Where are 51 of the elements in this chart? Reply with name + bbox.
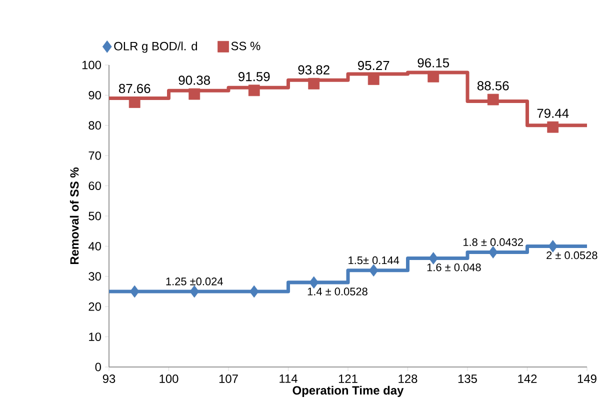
y-tick-label: 90 bbox=[88, 90, 102, 100]
data-label: 88.56 bbox=[477, 81, 509, 90]
data-label: 91.59 bbox=[238, 72, 270, 82]
point bbox=[428, 252, 438, 264]
x-axis-title: Operation Time day bbox=[292, 386, 404, 397]
y-tick-label: 100 bbox=[82, 60, 102, 70]
legend-label: SS % bbox=[231, 42, 260, 50]
y-tick-label: 30 bbox=[88, 272, 102, 281]
point bbox=[368, 264, 378, 277]
y-tick-label: 60 bbox=[88, 182, 102, 190]
point bbox=[428, 70, 440, 82]
data-label: 95.27 bbox=[358, 60, 390, 70]
y-tick-label: 0 bbox=[95, 362, 102, 372]
data-label: 1.25 ±0.024 bbox=[166, 278, 223, 286]
point bbox=[488, 246, 498, 258]
x-tick-label: 100 bbox=[160, 374, 178, 383]
data-label: 1.5± 0.144 bbox=[348, 256, 400, 264]
y-tick-label: 80 bbox=[88, 121, 102, 130]
y-tick-label: 70 bbox=[88, 151, 102, 160]
point bbox=[130, 285, 140, 298]
data-label: 93.82 bbox=[298, 65, 330, 74]
data-label: 87.66 bbox=[118, 84, 150, 94]
x-tick-label: 114 bbox=[280, 374, 298, 383]
data-label: 79.44 bbox=[537, 108, 569, 118]
point bbox=[547, 121, 559, 133]
point bbox=[249, 285, 259, 298]
data-label: 2 ± 0.0528 bbox=[546, 251, 598, 260]
data-label: 90.38 bbox=[178, 76, 210, 85]
point bbox=[308, 78, 320, 90]
x-tick-label: 128 bbox=[398, 374, 418, 383]
x-tick-label: 142 bbox=[518, 374, 537, 383]
point bbox=[190, 285, 200, 298]
y-tick-label: 10 bbox=[89, 332, 102, 342]
x-tick-label: 121 bbox=[338, 374, 358, 383]
y-axis-title: Removal of SS % bbox=[70, 167, 79, 264]
point bbox=[548, 240, 558, 252]
y-tick-label: 40 bbox=[88, 242, 102, 250]
point bbox=[188, 88, 200, 100]
x-tick-label: 93 bbox=[102, 374, 116, 383]
x-tick-label: 135 bbox=[458, 374, 477, 383]
data-label: 96.15 bbox=[418, 58, 450, 68]
x-tick-label: 107 bbox=[219, 374, 238, 383]
point bbox=[487, 94, 499, 106]
x-tick-label: 149 bbox=[578, 374, 596, 383]
data-label: 1.6 ± 0.048 bbox=[427, 263, 481, 272]
point bbox=[248, 84, 260, 96]
y-tick-label: 50 bbox=[88, 212, 102, 220]
data-label: 1.4 ± 0.0528 bbox=[308, 288, 368, 296]
legend-label: OLR g BOD/l. d bbox=[114, 42, 197, 53]
data-label: 1.8 ± 0.0432 bbox=[464, 238, 523, 246]
y-tick-label: 20 bbox=[88, 302, 102, 311]
